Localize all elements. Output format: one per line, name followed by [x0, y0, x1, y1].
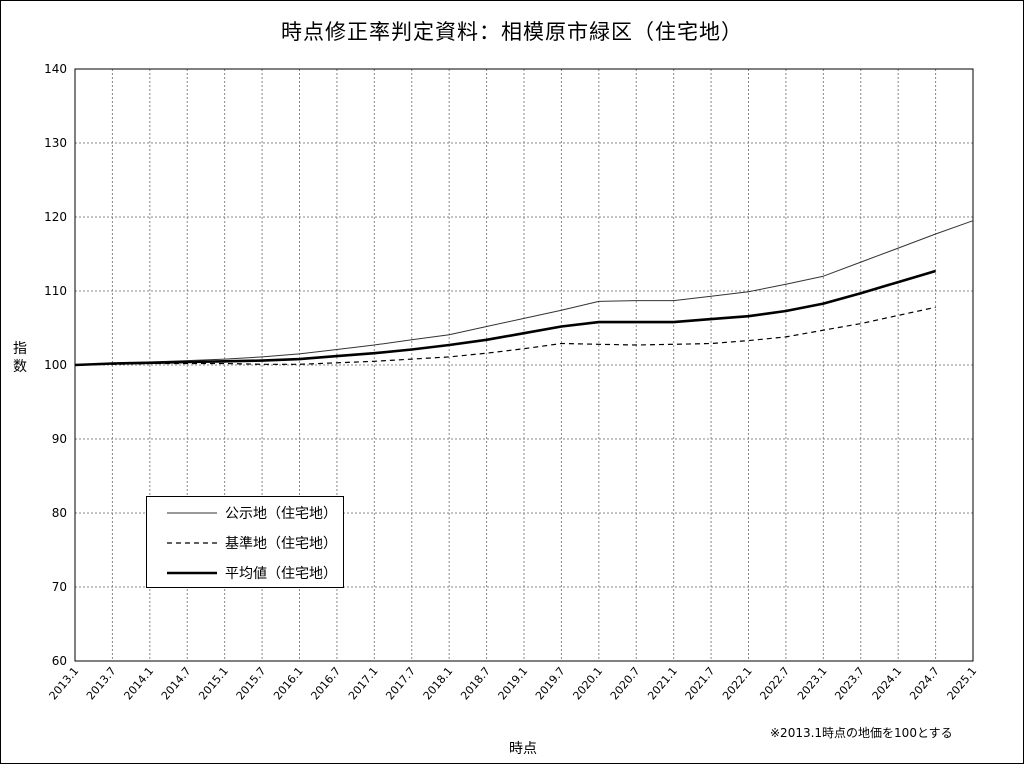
- x-tick-label: 2023.7: [832, 665, 867, 703]
- y-tick-label: 100: [44, 358, 67, 372]
- legend-line-dashed: [167, 542, 217, 544]
- legend-item-average: 平均値（住宅地）: [167, 563, 337, 583]
- x-axis-label: 時点: [509, 741, 537, 757]
- legend-item-kijun: 基準地（住宅地）: [167, 533, 337, 553]
- y-tick-label: 140: [44, 62, 67, 76]
- x-tick-label: 2013.1: [47, 665, 82, 703]
- x-tick-label: 2015.1: [196, 665, 231, 703]
- footnote: ※2013.1時点の地価を100とする: [770, 726, 953, 740]
- x-tick-label: 2016.1: [271, 665, 306, 703]
- y-axis-label-char: 指: [13, 341, 27, 357]
- y-axis-label-char: 数: [13, 359, 27, 375]
- y-tick-label: 70: [52, 580, 67, 594]
- legend-label-koji: 公示地（住宅地）: [225, 506, 337, 522]
- x-tick-label: 2022.7: [758, 665, 793, 703]
- x-tick-label: 2013.7: [84, 665, 119, 703]
- x-tick-label: 2018.7: [458, 665, 493, 703]
- x-tick-label: 2017.7: [383, 665, 418, 703]
- series-line-average: [74, 269, 936, 367]
- x-tick-label: 2018.1: [421, 665, 456, 703]
- legend: 公示地（住宅地） 基準地（住宅地） 平均値（住宅地）: [146, 496, 344, 588]
- x-tick-label: 2020.1: [570, 665, 605, 703]
- x-tick-label: 2019.1: [496, 665, 531, 703]
- y-axis-label: 指数: [12, 340, 28, 376]
- x-tick-label: 2015.7: [234, 665, 269, 703]
- legend-item-koji: 公示地（住宅地）: [167, 503, 337, 523]
- x-tick-label: 2014.1: [121, 665, 156, 703]
- x-tick-label: 2016.7: [309, 665, 344, 703]
- y-tick-label: 120: [44, 210, 67, 224]
- x-tick-label: 2021.7: [683, 665, 718, 703]
- y-tick-label: 80: [52, 506, 67, 520]
- y-tick-label: 60: [52, 654, 67, 668]
- x-tick-label: 2024.1: [870, 665, 905, 703]
- y-tick-label: 110: [44, 284, 67, 298]
- x-tick-label: 2024.7: [907, 665, 942, 703]
- x-tick-label: 2017.1: [346, 665, 381, 703]
- x-tick-label: 2025.1: [945, 665, 980, 703]
- y-tick-label: 130: [44, 136, 67, 150]
- series-line-koji: [74, 220, 974, 366]
- legend-line-thick: [167, 571, 217, 575]
- legend-line-thin: [167, 512, 217, 514]
- x-tick-label: 2023.1: [795, 665, 830, 703]
- y-tick-label: 90: [52, 432, 67, 446]
- chart-title: 時点修正率判定資料：相模原市緑区（住宅地）: [281, 20, 743, 44]
- legend-label-kijun: 基準地（住宅地）: [225, 536, 337, 552]
- x-tick-label: 2021.1: [645, 665, 680, 703]
- legend-label-average: 平均値（住宅地）: [225, 566, 337, 582]
- x-tick-label: 2020.7: [608, 665, 643, 703]
- x-tick-label: 2022.1: [720, 665, 755, 703]
- x-tick-label: 2014.7: [159, 665, 194, 703]
- x-tick-label: 2019.7: [533, 665, 568, 703]
